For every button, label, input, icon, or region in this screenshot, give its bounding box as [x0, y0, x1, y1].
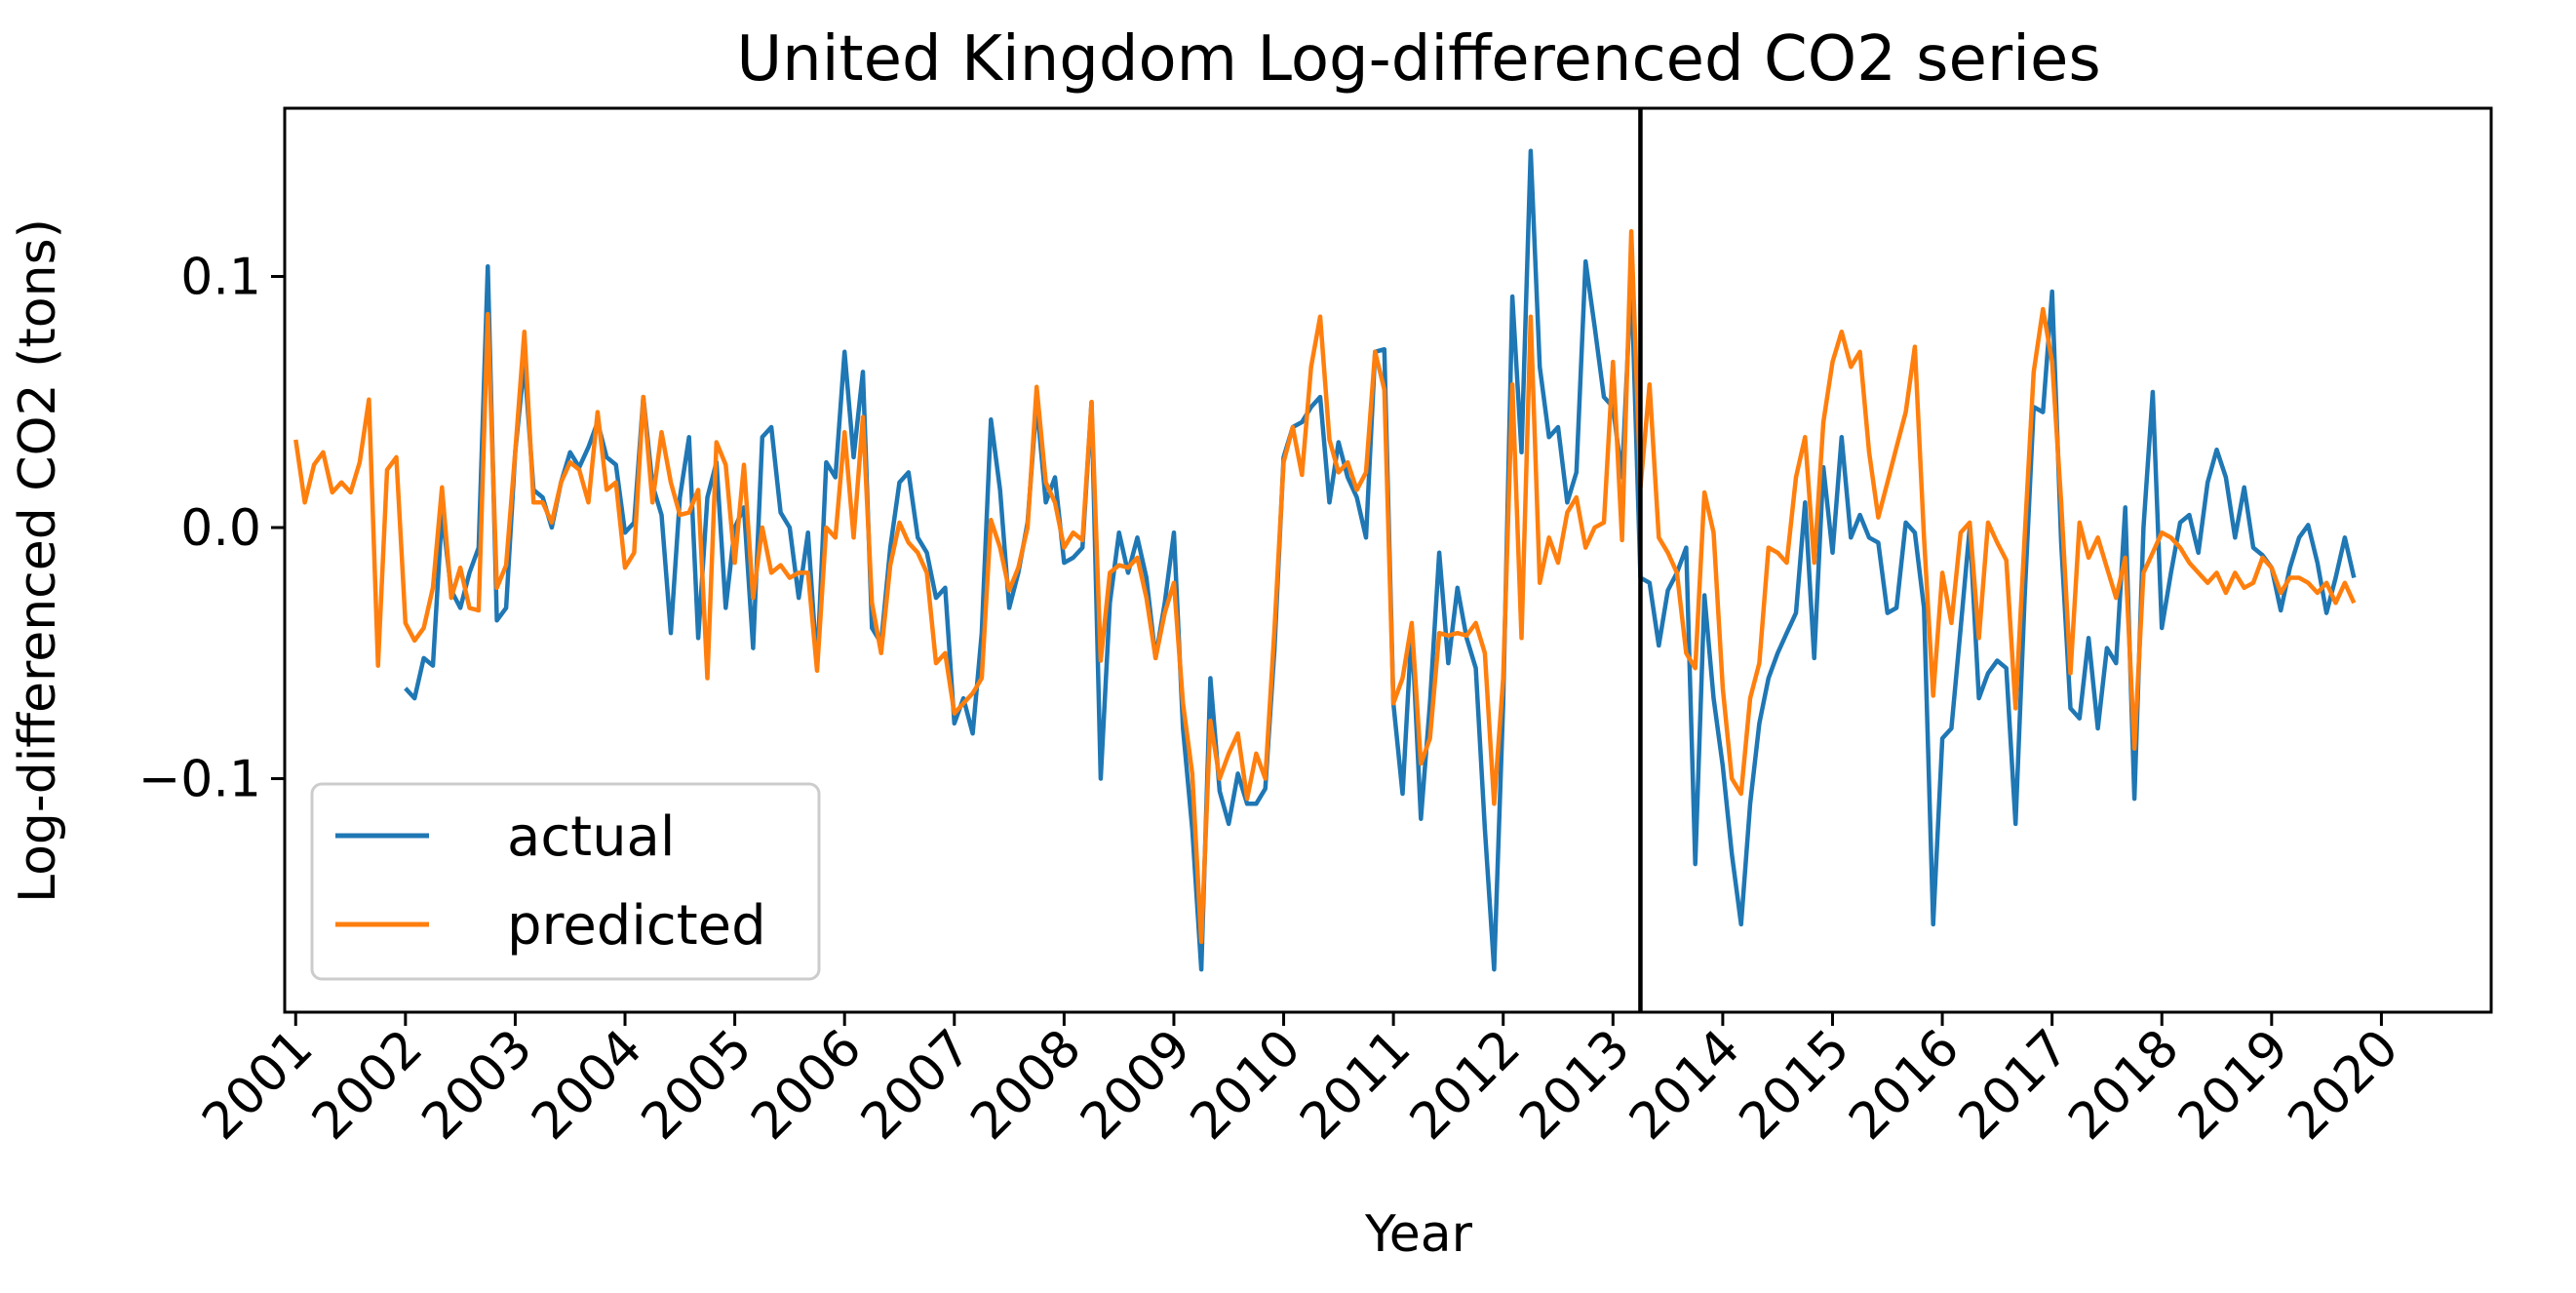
y-tick-label: 0.0 — [180, 499, 261, 558]
y-tick-label: 0.1 — [180, 249, 261, 307]
plot-frame — [283, 106, 2493, 1014]
x-tick-label: 2015 — [1729, 1019, 1861, 1152]
x-tick-label: 2010 — [1180, 1019, 1312, 1152]
x-tick-label: 2020 — [2278, 1019, 2410, 1152]
x-tick-label: 2011 — [1289, 1019, 1422, 1152]
x-tick-label: 2002 — [301, 1019, 434, 1152]
x-axis: 2001200220032004200520062007200820092010… — [191, 1012, 2410, 1152]
y-axis-label: Log-differenced CO2 (tons) — [9, 218, 67, 903]
x-tick-label: 2004 — [521, 1019, 653, 1152]
legend-box — [310, 782, 821, 981]
x-tick-label: 2013 — [1508, 1019, 1641, 1152]
series-line-predicted — [293, 228, 2357, 945]
x-tick-label: 2017 — [1948, 1019, 2081, 1152]
x-tick-label: 2005 — [631, 1019, 763, 1152]
x-tick-label: 2012 — [1399, 1019, 1532, 1152]
x-axis-label: Year — [1364, 1205, 1473, 1264]
x-tick-label: 2014 — [1619, 1019, 1751, 1152]
x-tick-label: 2018 — [2057, 1019, 2190, 1152]
x-tick-label: 2016 — [1838, 1019, 1971, 1152]
x-tick-label: 2003 — [411, 1019, 544, 1152]
x-tick-label: 2007 — [850, 1019, 983, 1152]
x-tick-label: 2019 — [2167, 1019, 2300, 1152]
chart-title: United Kingdom Log-differenced CO2 serie… — [736, 23, 2100, 96]
series-line-actual — [404, 148, 2357, 972]
x-tick-label: 2009 — [1070, 1019, 1202, 1152]
series-layer — [293, 148, 2357, 972]
x-tick-label: 2001 — [191, 1019, 324, 1152]
legend: actual predicted — [310, 782, 821, 981]
legend-label-actual: actual — [507, 805, 675, 869]
y-axis: 0.1 0.0 −0.1 — [138, 249, 285, 809]
x-tick-label: 2006 — [740, 1019, 873, 1152]
x-tick-label: 2008 — [960, 1019, 1093, 1152]
legend-label-predicted: predicted — [507, 894, 766, 958]
y-tick-label: −0.1 — [138, 751, 261, 809]
